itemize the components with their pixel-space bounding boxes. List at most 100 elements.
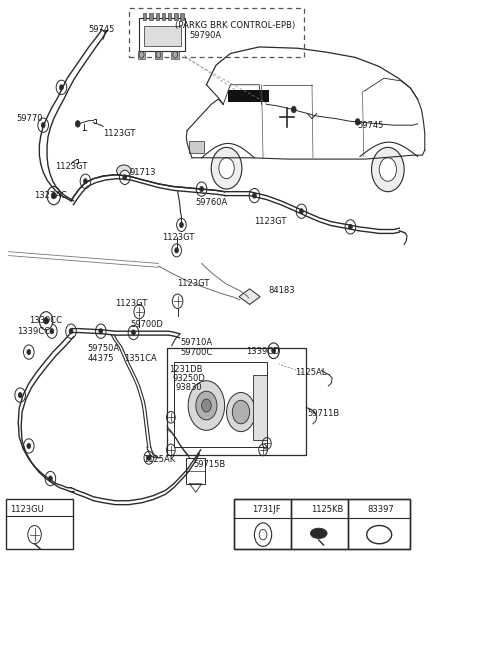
Circle shape xyxy=(45,471,56,486)
Text: 1339CC: 1339CC xyxy=(17,327,50,336)
Bar xyxy=(291,499,348,549)
Circle shape xyxy=(96,324,106,338)
Text: 1339CD: 1339CD xyxy=(246,347,279,356)
Text: 59715B: 59715B xyxy=(193,460,225,469)
Circle shape xyxy=(355,119,360,125)
Circle shape xyxy=(372,147,404,192)
Circle shape xyxy=(252,193,256,198)
Bar xyxy=(143,13,146,20)
Text: 59745: 59745 xyxy=(89,25,115,35)
Circle shape xyxy=(196,391,217,420)
Bar xyxy=(234,499,291,549)
Circle shape xyxy=(272,348,276,353)
Text: 1123GT: 1123GT xyxy=(115,299,147,308)
Circle shape xyxy=(27,443,31,449)
Bar xyxy=(174,13,178,20)
Text: 59700D: 59700D xyxy=(131,319,163,329)
Bar xyxy=(186,458,205,484)
Bar xyxy=(155,51,162,59)
Circle shape xyxy=(172,244,181,257)
Bar xyxy=(228,90,269,102)
Circle shape xyxy=(180,222,183,228)
Circle shape xyxy=(18,393,22,398)
Circle shape xyxy=(249,188,260,203)
Bar xyxy=(189,141,204,153)
Circle shape xyxy=(99,329,103,334)
Ellipse shape xyxy=(117,165,131,177)
Bar xyxy=(348,499,410,549)
Circle shape xyxy=(196,182,207,196)
Text: 93830: 93830 xyxy=(175,383,202,392)
Circle shape xyxy=(24,345,34,359)
Circle shape xyxy=(259,529,267,540)
Bar xyxy=(253,375,267,440)
Text: 91713: 91713 xyxy=(130,168,156,177)
Bar xyxy=(234,499,410,549)
Polygon shape xyxy=(239,289,260,304)
Text: 1339CC: 1339CC xyxy=(29,316,62,325)
Text: 1327AC: 1327AC xyxy=(35,191,67,200)
Text: 1125KB: 1125KB xyxy=(311,505,343,514)
Circle shape xyxy=(51,192,56,199)
Circle shape xyxy=(227,393,255,432)
Bar xyxy=(174,362,267,447)
Text: 59750A: 59750A xyxy=(87,344,120,353)
Text: 1351CA: 1351CA xyxy=(124,354,156,363)
Text: 59710A: 59710A xyxy=(180,338,212,348)
Circle shape xyxy=(188,381,225,430)
Text: 93250D: 93250D xyxy=(173,374,205,383)
Circle shape xyxy=(177,218,186,231)
Bar xyxy=(129,8,304,57)
Circle shape xyxy=(41,123,45,128)
Bar xyxy=(144,26,181,46)
Circle shape xyxy=(202,399,211,412)
Circle shape xyxy=(48,476,52,481)
Circle shape xyxy=(75,121,80,127)
Text: 1125AK: 1125AK xyxy=(143,454,175,464)
Bar xyxy=(138,51,145,59)
Text: 1123GT: 1123GT xyxy=(162,233,194,243)
Circle shape xyxy=(300,209,303,214)
Text: 59790A: 59790A xyxy=(190,31,222,40)
Circle shape xyxy=(128,325,139,340)
Bar xyxy=(139,18,185,51)
Text: 59760A: 59760A xyxy=(196,198,228,207)
Text: 44375: 44375 xyxy=(87,354,114,363)
Bar xyxy=(167,348,306,455)
Circle shape xyxy=(60,85,63,90)
Circle shape xyxy=(147,455,151,460)
Text: (PARKG BRK CONTROL-EPB): (PARKG BRK CONTROL-EPB) xyxy=(175,21,296,30)
Bar xyxy=(162,13,165,20)
Circle shape xyxy=(39,312,53,330)
Circle shape xyxy=(80,174,91,188)
Circle shape xyxy=(268,343,279,359)
Circle shape xyxy=(211,147,242,189)
Bar xyxy=(149,13,153,20)
Bar xyxy=(180,13,184,20)
Circle shape xyxy=(120,170,130,185)
Text: 1123GT: 1123GT xyxy=(55,162,87,171)
Circle shape xyxy=(123,175,127,180)
Bar xyxy=(171,51,179,59)
Text: 59700C: 59700C xyxy=(180,348,212,357)
Bar xyxy=(156,13,159,20)
Circle shape xyxy=(348,224,352,230)
Bar xyxy=(168,13,171,20)
Circle shape xyxy=(66,324,76,338)
Text: 1123GT: 1123GT xyxy=(177,279,209,288)
Circle shape xyxy=(200,186,204,192)
Circle shape xyxy=(27,349,31,355)
Text: 59770: 59770 xyxy=(17,114,43,123)
Text: 1123GT: 1123GT xyxy=(254,217,287,226)
Circle shape xyxy=(24,439,34,453)
Text: 1123GT: 1123GT xyxy=(103,129,135,138)
Circle shape xyxy=(379,158,396,181)
Text: 1731JF: 1731JF xyxy=(252,505,281,514)
Circle shape xyxy=(175,248,179,253)
Text: 59745: 59745 xyxy=(358,121,384,130)
Circle shape xyxy=(47,186,60,205)
Circle shape xyxy=(132,330,135,335)
Circle shape xyxy=(69,329,73,334)
Circle shape xyxy=(38,118,48,132)
Circle shape xyxy=(15,388,25,402)
